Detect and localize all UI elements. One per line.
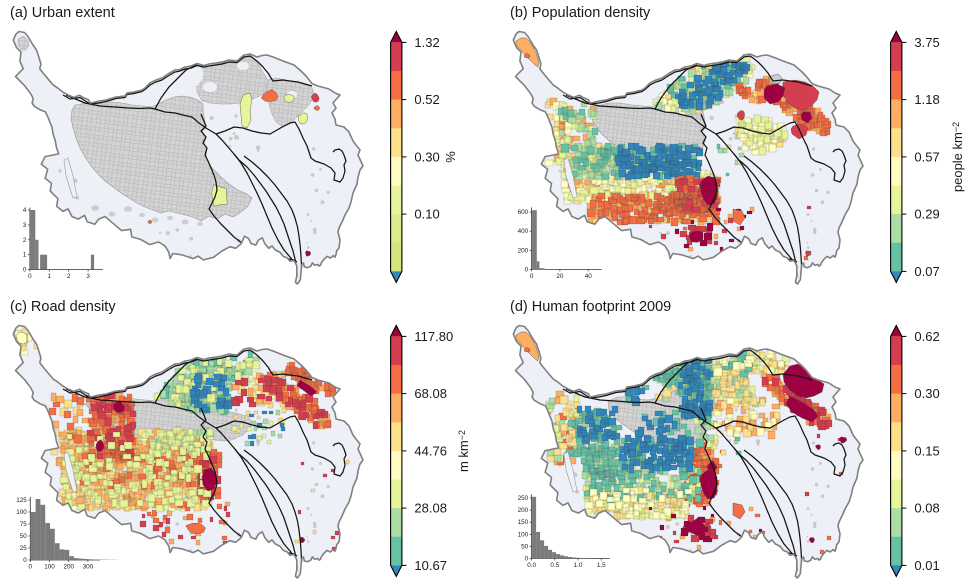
svg-text:1: 1	[23, 252, 27, 259]
svg-text:0.15: 0.15	[914, 443, 939, 458]
svg-text:200: 200	[63, 564, 74, 571]
svg-text:0: 0	[525, 556, 529, 563]
svg-text:0.0: 0.0	[527, 562, 536, 569]
svg-text:28.08: 28.08	[414, 501, 447, 516]
svg-text:0.10: 0.10	[414, 207, 439, 222]
svg-text:75: 75	[20, 521, 28, 528]
svg-text:0: 0	[23, 267, 27, 274]
svg-text:50: 50	[20, 533, 28, 540]
svg-text:0: 0	[29, 564, 33, 571]
svg-text:4: 4	[23, 207, 27, 214]
svg-text:%: %	[443, 151, 458, 163]
svg-text:2: 2	[23, 237, 27, 244]
svg-text:0.57: 0.57	[914, 149, 939, 164]
svg-text:50: 50	[521, 543, 529, 550]
svg-text:0.01: 0.01	[914, 558, 939, 573]
svg-text:3.75: 3.75	[914, 35, 939, 50]
svg-text:1.5: 1.5	[597, 562, 606, 569]
svg-text:200: 200	[518, 247, 529, 254]
svg-text:0.62: 0.62	[914, 329, 939, 344]
svg-text:0: 0	[525, 266, 529, 273]
svg-text:100: 100	[44, 564, 55, 571]
svg-text:people km−2: people km−2	[950, 122, 965, 192]
svg-text:100: 100	[518, 531, 529, 538]
svg-text:25: 25	[20, 545, 28, 552]
svg-text:0.30: 0.30	[914, 386, 939, 401]
svg-text:150: 150	[518, 519, 529, 526]
svg-text:250: 250	[518, 495, 529, 502]
svg-text:125: 125	[16, 497, 27, 504]
svg-text:117.80: 117.80	[414, 329, 453, 344]
svg-text:m km−2: m km−2	[456, 430, 471, 472]
svg-text:10.67: 10.67	[414, 558, 447, 573]
svg-text:200: 200	[518, 507, 529, 514]
svg-text:400: 400	[518, 228, 529, 235]
svg-text:1.32: 1.32	[414, 35, 439, 50]
svg-text:(a) Urban extent: (a) Urban extent	[10, 5, 115, 21]
svg-text:40: 40	[585, 273, 593, 280]
svg-text:20: 20	[556, 273, 564, 280]
svg-text:1.18: 1.18	[914, 92, 939, 107]
svg-text:0.52: 0.52	[414, 92, 439, 107]
svg-text:0: 0	[530, 273, 534, 280]
svg-text:0: 0	[23, 557, 27, 564]
svg-text:300: 300	[83, 564, 94, 571]
svg-text:1: 1	[48, 273, 52, 280]
svg-text:(d) Human footprint 2009: (d) Human footprint 2009	[510, 299, 671, 315]
svg-text:0.07: 0.07	[914, 264, 939, 279]
svg-text:2: 2	[67, 273, 71, 280]
svg-text:0.08: 0.08	[914, 501, 939, 516]
svg-text:(b) Population density: (b) Population density	[510, 5, 651, 21]
svg-text:68.08: 68.08	[414, 386, 447, 401]
svg-text:0: 0	[28, 273, 32, 280]
svg-text:44.76: 44.76	[414, 443, 447, 458]
svg-text:3: 3	[23, 222, 27, 229]
svg-text:(c) Road density: (c) Road density	[10, 299, 116, 315]
svg-text:3: 3	[86, 273, 90, 280]
svg-text:600: 600	[518, 209, 529, 216]
svg-text:0.30: 0.30	[414, 149, 439, 164]
svg-text:0.29: 0.29	[914, 207, 939, 222]
svg-text:0.5: 0.5	[550, 562, 559, 569]
svg-text:1.0: 1.0	[574, 562, 583, 569]
svg-text:100: 100	[16, 509, 27, 516]
